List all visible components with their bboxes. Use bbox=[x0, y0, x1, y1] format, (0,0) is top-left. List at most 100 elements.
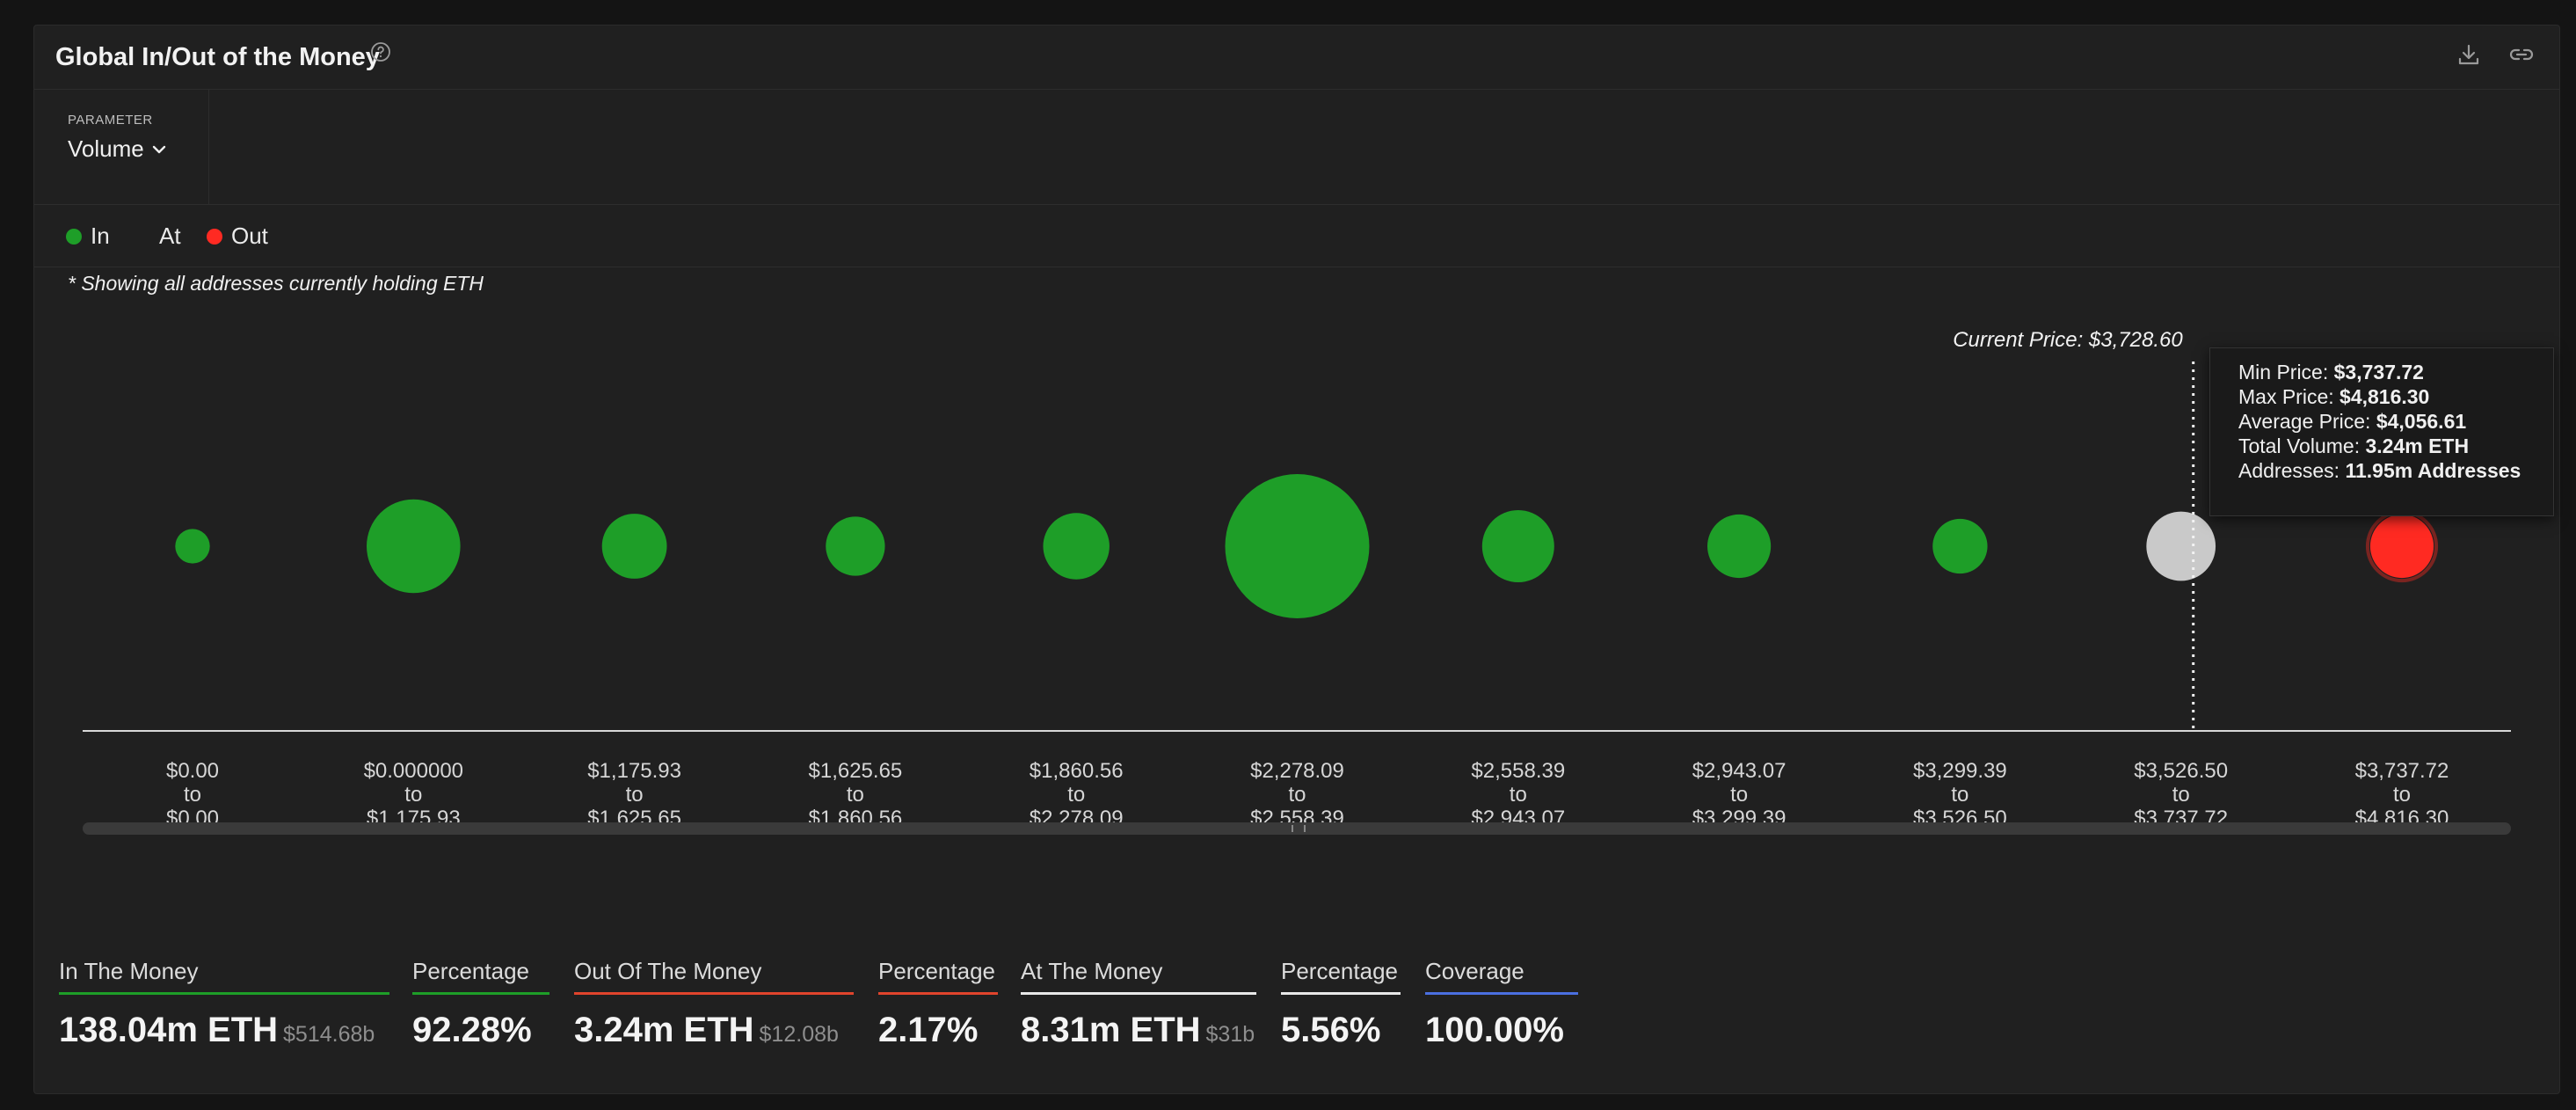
tick-label-to: $2,558.39 bbox=[1250, 807, 1344, 826]
tick-label-connector: to bbox=[1510, 783, 1527, 807]
bubble-in[interactable] bbox=[367, 499, 461, 594]
stat-value: 8.31m ETH $31b bbox=[1021, 1011, 1255, 1049]
stat-underline bbox=[574, 992, 854, 995]
tick-label-to: $2,943.07 bbox=[1471, 807, 1565, 826]
legend-label-in: In bbox=[91, 223, 110, 249]
help-icon[interactable] bbox=[370, 41, 391, 62]
stat-at-percentage: Percentage 5.56% bbox=[1281, 958, 1401, 1049]
bubble-at[interactable] bbox=[2146, 511, 2216, 581]
tick-label-to: $1,625.65 bbox=[587, 807, 681, 826]
tick-label-to: $4,816.30 bbox=[2355, 807, 2449, 826]
stat-out-of-the-money: Out Of The Money 3.24m ETH $12.08b bbox=[574, 958, 854, 1049]
stat-in-the-money: In The Money 138.04m ETH $514.68b bbox=[59, 958, 389, 1049]
bubble-tooltip: Min Price: $3,737.72 Max Price: $4,816.3… bbox=[2209, 347, 2554, 516]
tick-label-from: $1,860.56 bbox=[1030, 759, 1124, 783]
stat-label: Percentage bbox=[878, 958, 995, 984]
tick-label-from: $0.00 bbox=[166, 759, 219, 783]
stat-value: 3.24m ETH $12.08b bbox=[574, 1011, 839, 1049]
parameter-value: Volume bbox=[68, 135, 144, 162]
bubble-in[interactable] bbox=[1932, 518, 1988, 574]
stat-label: In The Money bbox=[59, 958, 199, 984]
scrollbar-grip-icon[interactable] bbox=[1292, 825, 1306, 832]
tick-label-from: $3,526.50 bbox=[2134, 759, 2228, 783]
tick-label-from: $3,737.72 bbox=[2355, 759, 2449, 783]
bubble-in[interactable] bbox=[601, 514, 667, 579]
tooltip-addresses: Addresses: 11.95m Addresses bbox=[2238, 459, 2521, 482]
bubble-in[interactable] bbox=[175, 529, 210, 564]
parameter-box: PARAMETER Volume bbox=[34, 90, 209, 204]
tick-label-connector: to bbox=[184, 783, 201, 807]
stat-underline bbox=[1425, 992, 1578, 995]
bubble-in[interactable] bbox=[826, 516, 885, 576]
tick-label-connector: to bbox=[1730, 783, 1748, 807]
stat-out-percentage: Percentage 2.17% bbox=[878, 958, 998, 1049]
stat-label: Out Of The Money bbox=[574, 958, 762, 984]
tooltip-max-price: Max Price: $4,816.30 bbox=[2238, 385, 2430, 408]
widget-header: Global In/Out of the Money bbox=[34, 26, 2559, 90]
stat-underline bbox=[59, 992, 389, 995]
tick-label-connector: to bbox=[1288, 783, 1306, 807]
legend-label-at: At bbox=[159, 223, 181, 249]
bubble-in[interactable] bbox=[1481, 510, 1554, 582]
current-price-label: Current Price: $3,728.60 bbox=[1953, 328, 2183, 352]
tick-label-to: $3,526.50 bbox=[1913, 807, 2007, 826]
tick-label-connector: to bbox=[1067, 783, 1085, 807]
bubble-in[interactable] bbox=[1043, 513, 1110, 580]
bubble-chart: $0.00to$0.00$0.000000to$1,175.93$1,175.9… bbox=[83, 328, 2511, 826]
bubble-in[interactable] bbox=[1707, 514, 1772, 579]
stat-underline bbox=[1021, 992, 1256, 995]
stat-label: Coverage bbox=[1425, 958, 1524, 984]
tick-label-from: $2,558.39 bbox=[1471, 759, 1565, 783]
tick-label-to: $3,299.39 bbox=[1692, 807, 1786, 826]
tick-label-connector: to bbox=[847, 783, 864, 807]
tick-label-from: $3,299.39 bbox=[1913, 759, 2007, 783]
legend: In At Out bbox=[34, 205, 2559, 267]
widget-panel: Global In/Out of the Money PARAMETER Vol… bbox=[33, 25, 2560, 1094]
tick-label-connector: to bbox=[1951, 783, 1968, 807]
stat-value: 92.28% bbox=[412, 1011, 532, 1049]
tick-label-to: $2,278.09 bbox=[1030, 807, 1124, 826]
widget-title: Global In/Out of the Money bbox=[55, 43, 380, 71]
stat-coverage: Coverage 100.00% bbox=[1425, 958, 1578, 1049]
legend-dot-in bbox=[66, 228, 82, 245]
bubble-in[interactable] bbox=[1225, 474, 1370, 618]
tick-label-connector: to bbox=[2393, 783, 2411, 807]
bubble-out[interactable] bbox=[2369, 514, 2434, 579]
tick-label-from: $1,175.93 bbox=[587, 759, 681, 783]
chart-scrollbar[interactable] bbox=[83, 822, 2511, 835]
tick-label-connector: to bbox=[404, 783, 422, 807]
download-icon[interactable] bbox=[2454, 40, 2484, 69]
legend-item-in[interactable]: In bbox=[66, 223, 110, 250]
tooltip-total-volume: Total Volume: 3.24m ETH bbox=[2238, 435, 2470, 457]
stat-in-percentage: Percentage 92.28% bbox=[412, 958, 549, 1049]
holding-note: * Showing all addresses currently holdin… bbox=[68, 272, 484, 295]
stat-at-the-money: At The Money 8.31m ETH $31b bbox=[1021, 958, 1256, 1049]
stat-value: 5.56% bbox=[1281, 1011, 1381, 1049]
tooltip-average-price: Average Price: $4,056.61 bbox=[2238, 410, 2467, 433]
tick-label-to: $1,175.93 bbox=[367, 807, 461, 826]
tick-label-to: $0.00 bbox=[166, 807, 219, 826]
legend-item-at[interactable]: At bbox=[159, 223, 181, 250]
link-icon[interactable] bbox=[2507, 40, 2536, 69]
stat-label: Percentage bbox=[1281, 958, 1398, 984]
stat-underline bbox=[1281, 992, 1401, 995]
tick-label-to: $3,737.72 bbox=[2134, 807, 2228, 826]
tick-label-connector: to bbox=[626, 783, 644, 807]
stat-value: 100.00% bbox=[1425, 1011, 1564, 1049]
tick-label-from: $1,625.65 bbox=[809, 759, 903, 783]
stat-underline bbox=[878, 992, 998, 995]
tick-label-from: $0.000000 bbox=[364, 759, 463, 783]
stat-value: 138.04m ETH $514.68b bbox=[59, 1011, 375, 1049]
legend-label-out: Out bbox=[231, 223, 268, 249]
parameter-select[interactable]: Volume bbox=[68, 135, 167, 163]
tick-label-from: $2,943.07 bbox=[1692, 759, 1786, 783]
parameter-section: PARAMETER Volume bbox=[34, 90, 2559, 205]
stat-value: 2.17% bbox=[878, 1011, 979, 1049]
tick-label-from: $2,278.09 bbox=[1250, 759, 1344, 783]
parameter-label: PARAMETER bbox=[68, 113, 153, 128]
chevron-down-icon bbox=[152, 145, 165, 153]
legend-item-out[interactable]: Out bbox=[207, 223, 268, 250]
stat-label: Percentage bbox=[412, 958, 529, 984]
tooltip-min-price: Min Price: $3,737.72 bbox=[2238, 361, 2424, 383]
tick-label-to: $1,860.56 bbox=[809, 807, 903, 826]
